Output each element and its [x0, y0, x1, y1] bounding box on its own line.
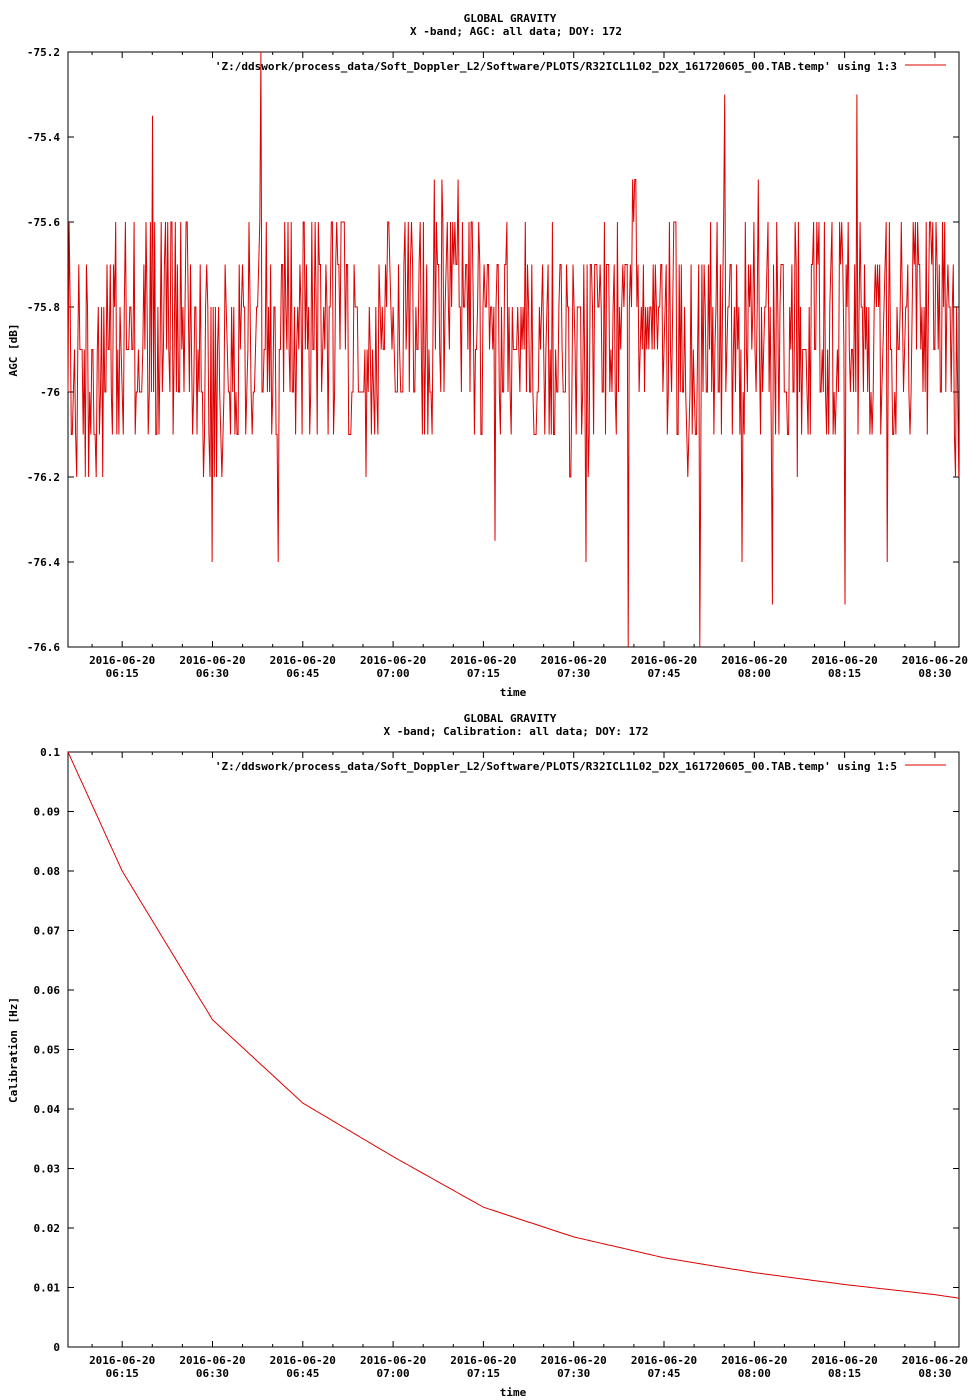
x-tick-time: 08:30: [918, 667, 951, 680]
calibration-chart-svg: GLOBAL GRAVITY X -band; Calibration: all…: [7, 712, 968, 1399]
x-axis-label: time: [500, 1386, 527, 1399]
x-tick-date: 2016-06-20: [450, 1354, 516, 1367]
legend: 'Z:/ddswork/process_data/Soft_Doppler_L2…: [215, 60, 946, 73]
y-tick-label: 0.03: [34, 1163, 61, 1176]
x-tick-date: 2016-06-20: [179, 1354, 245, 1367]
x-tick-time: 08:15: [828, 1367, 861, 1380]
x-tick-time: 07:45: [647, 667, 680, 680]
x-tick-date: 2016-06-20: [450, 654, 516, 667]
legend: 'Z:/ddswork/process_data/Soft_Doppler_L2…: [215, 760, 946, 773]
plot-frame: [67, 751, 960, 1348]
chart-subtitle: X -band; AGC: all data; DOY: 172: [410, 25, 622, 38]
x-tick-time: 07:30: [557, 1367, 590, 1380]
agc-series-line: [67, 51, 960, 648]
legend-label: 'Z:/ddswork/process_data/Soft_Doppler_L2…: [215, 760, 897, 773]
y-tick-label: -75.8: [27, 301, 60, 314]
x-tick-time: 06:30: [196, 1367, 229, 1380]
x-tick-date: 2016-06-20: [721, 654, 787, 667]
y-tick-label: -76.2: [27, 471, 60, 484]
y-tick-label: 0.06: [34, 984, 61, 997]
x-axis-label: time: [500, 686, 527, 699]
x-tick-date: 2016-06-20: [541, 654, 607, 667]
y-tick-label: 0.02: [34, 1222, 61, 1235]
x-tick-date: 2016-06-20: [631, 654, 697, 667]
x-tick-time: 06:15: [106, 1367, 139, 1380]
x-tick-date: 2016-06-20: [811, 654, 877, 667]
x-tick-date: 2016-06-20: [631, 1354, 697, 1367]
x-tick-time: 08:00: [738, 667, 771, 680]
x-tick-date: 2016-06-20: [270, 654, 336, 667]
x-tick-time: 08:00: [738, 1367, 771, 1380]
y-tick-label: 0.09: [34, 806, 61, 819]
y-tick-label: -75.6: [27, 216, 60, 229]
chart-title: GLOBAL GRAVITY: [464, 712, 557, 725]
x-tick-date: 2016-06-20: [179, 654, 245, 667]
x-tick-date: 2016-06-20: [89, 1354, 155, 1367]
y-tick-label: -76: [40, 386, 60, 399]
y-tick-label: -75.4: [27, 131, 60, 144]
agc-chart-svg: GLOBAL GRAVITY X -band; AGC: all data; D…: [7, 12, 968, 699]
x-tick-time: 07:45: [647, 1367, 680, 1380]
plot-area: [67, 51, 960, 648]
x-tick-time: 07:30: [557, 667, 590, 680]
y-tick-label: 0.04: [34, 1103, 61, 1116]
y-tick-label: -76.6: [27, 641, 60, 654]
x-tick-date: 2016-06-20: [721, 1354, 787, 1367]
x-tick-date: 2016-06-20: [89, 654, 155, 667]
x-tick-date: 2016-06-20: [360, 1354, 426, 1367]
x-tick-time: 06:15: [106, 667, 139, 680]
x-tick-time: 08:30: [918, 1367, 951, 1380]
x-ticks: 2016-06-2006:152016-06-2006:302016-06-20…: [89, 52, 968, 680]
y-ticks: -75.2 -75.4 -75.6 -75.8 -76 -76.2 -76.4 -76.6: [27, 46, 959, 654]
x-ticks: 2016-06-2006:152016-06-2006:302016-06-20…: [89, 752, 968, 1380]
x-tick-date: 2016-06-20: [902, 654, 968, 667]
y-tick-label: -75.2: [27, 46, 60, 59]
x-tick-date: 2016-06-20: [270, 1354, 336, 1367]
x-tick-time: 07:00: [377, 1367, 410, 1380]
agc-chart: GLOBAL GRAVITY X -band; AGC: all data; D…: [7, 12, 968, 699]
x-tick-time: 07:00: [377, 667, 410, 680]
legend-label: 'Z:/ddswork/process_data/Soft_Doppler_L2…: [215, 60, 897, 73]
y-tick-label: 0: [53, 1341, 60, 1354]
chart-title: GLOBAL GRAVITY: [464, 12, 557, 25]
y-ticks: 0.1 0.09 0.08 0.07 0.06 0.05 0.04 0.03 0.02 0.01 0: [34, 746, 959, 1354]
y-tick-label: 0.08: [34, 865, 61, 878]
x-tick-date: 2016-06-20: [360, 654, 426, 667]
chart-subtitle: X -band; Calibration: all data; DOY: 172: [384, 725, 649, 738]
y-tick-label: 0.07: [34, 925, 61, 938]
x-tick-time: 06:45: [286, 1367, 319, 1380]
calibration-chart: GLOBAL GRAVITY X -band; Calibration: all…: [0, 700, 980, 1400]
x-tick-time: 07:15: [467, 1367, 500, 1380]
y-axis-label: AGC [dB]: [7, 324, 20, 377]
y-tick-label: 0.01: [34, 1282, 61, 1295]
plot-area: [67, 751, 960, 1299]
x-tick-date: 2016-06-20: [811, 1354, 877, 1367]
y-axis-label: Calibration [Hz]: [7, 997, 20, 1103]
x-tick-time: 07:15: [467, 667, 500, 680]
y-tick-label: 0.05: [34, 1044, 61, 1057]
x-tick-time: 08:15: [828, 667, 861, 680]
x-tick-date: 2016-06-20: [902, 1354, 968, 1367]
x-tick-date: 2016-06-20: [541, 1354, 607, 1367]
x-tick-time: 06:45: [286, 667, 319, 680]
y-tick-label: -76.4: [27, 556, 60, 569]
x-tick-time: 06:30: [196, 667, 229, 680]
y-tick-label: 0.1: [40, 746, 60, 759]
calibration-series-line: [67, 751, 960, 1299]
